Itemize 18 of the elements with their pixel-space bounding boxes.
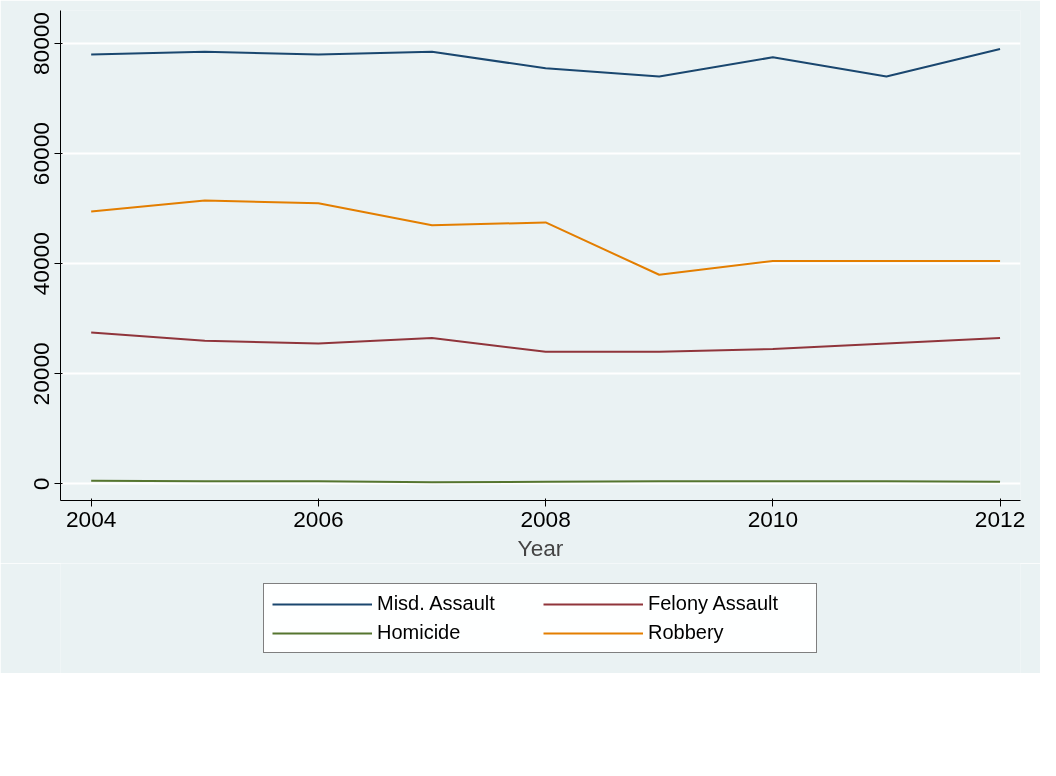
line-series: [90, 199, 1002, 276]
x-tick-label: 2004: [65, 505, 117, 532]
x-tick-label: 2012: [974, 505, 1026, 532]
y-tick-label: 60000: [28, 122, 55, 186]
y-tick-label: 40000: [28, 232, 55, 296]
x-tick-label: 2008: [520, 505, 571, 532]
legend-label: Felony Assault: [648, 592, 780, 615]
y-tick-label: 20000: [28, 342, 55, 406]
legend-label: Homicide: [377, 621, 462, 644]
line-series: [90, 331, 1002, 353]
x-axis-title: Year: [517, 534, 564, 561]
y-tick-label: 0: [28, 477, 55, 491]
line-series: [90, 48, 1002, 78]
y-tick-label: 80000: [28, 12, 55, 76]
legend-label: Robbery: [648, 621, 725, 644]
x-tick-label: 2010: [747, 505, 799, 532]
x-tick-label: 2006: [293, 505, 344, 532]
legend-label: Misd. Assault: [377, 592, 496, 615]
